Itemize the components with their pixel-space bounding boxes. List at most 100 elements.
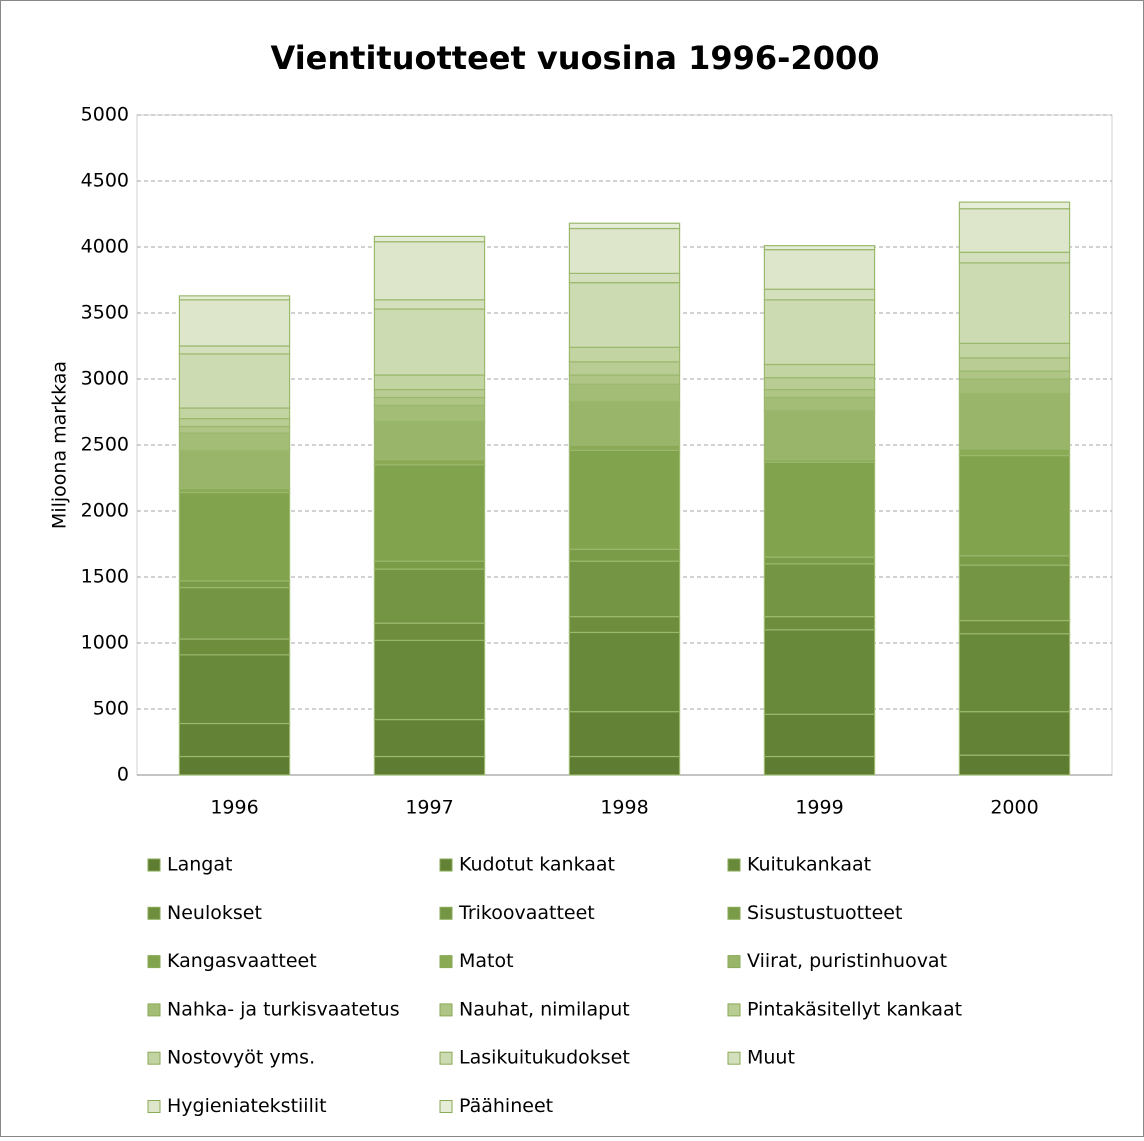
bar-segment	[568, 383, 681, 403]
legend-swatch	[439, 1003, 453, 1017]
bar-segment	[958, 357, 1071, 372]
bar-segment	[958, 633, 1071, 713]
bar-segment	[568, 755, 681, 776]
bar-segment	[568, 227, 681, 275]
bar-segment	[568, 272, 681, 284]
bar-segment	[373, 420, 486, 461]
bar-segment	[373, 241, 486, 301]
bar-segment	[763, 461, 876, 558]
bar-segment	[568, 222, 681, 230]
y-tick-label: 3000	[81, 368, 129, 390]
legend-label: Pintakäsitellyt kankaat	[747, 998, 962, 1020]
bar-segment	[958, 392, 1071, 450]
bar-segment	[373, 718, 486, 758]
legend-label: Trikoovaatteet	[458, 902, 595, 924]
bar-segment	[958, 370, 1071, 380]
x-tick-label: 2000	[990, 797, 1038, 819]
legend-label: Viirat, puristinhuovat	[747, 950, 947, 972]
bar-segment	[763, 410, 876, 461]
bar-segment	[568, 560, 681, 618]
x-tick-label: 1997	[405, 797, 453, 819]
bar-segment	[178, 425, 291, 434]
legend-label: Muut	[747, 1047, 795, 1069]
legend-swatch	[147, 1003, 161, 1017]
bar-segment	[178, 345, 291, 355]
bar-segment	[568, 282, 681, 348]
bar-segment	[568, 615, 681, 634]
bar-segment	[958, 555, 1071, 566]
legend-swatch	[439, 1051, 453, 1065]
y-axis-label: Miljoona markkaa	[49, 361, 71, 529]
bar-segment	[763, 299, 876, 366]
legend-swatch	[439, 955, 453, 969]
bar-segment	[763, 563, 876, 618]
bar-segment	[958, 619, 1071, 635]
legend-label: Kangasvaatteet	[167, 950, 317, 972]
bar-segment	[373, 458, 486, 466]
bar-segment	[373, 235, 486, 243]
bar-segment	[373, 560, 486, 570]
bar-segment	[763, 713, 876, 758]
bar-segment	[568, 548, 681, 562]
legend-swatch	[439, 906, 453, 920]
bar-segment	[178, 432, 291, 451]
y-tick-label: 4000	[81, 236, 129, 258]
bar-segment	[958, 754, 1071, 776]
legend-swatch	[727, 1003, 741, 1017]
bar-segment	[568, 400, 681, 446]
legend-swatch	[439, 1100, 453, 1113]
y-tick-label: 1500	[81, 566, 129, 588]
bar-segment	[958, 201, 1071, 210]
legend-label: Hygieniatekstiilit	[167, 1095, 327, 1117]
bar-segment	[763, 615, 876, 631]
bar-segment	[178, 638, 291, 656]
legend-swatch	[147, 1100, 161, 1113]
y-tick-label: 1000	[81, 632, 129, 654]
bar-segment	[958, 262, 1071, 344]
bar-segment	[568, 711, 681, 758]
x-tick-label: 1996	[210, 797, 258, 819]
bar-segment	[178, 353, 291, 409]
bar-segment	[763, 388, 876, 399]
bar-segment	[178, 586, 291, 640]
bar-segment	[763, 288, 876, 301]
bar-segment	[373, 308, 486, 376]
bar-segment	[373, 755, 486, 776]
bar-segment	[373, 464, 486, 562]
x-tick-label: 1999	[795, 797, 843, 819]
bar-segment	[178, 722, 291, 758]
bar-segment	[178, 491, 291, 582]
legend-swatch	[727, 858, 741, 872]
bar-segment	[763, 556, 876, 565]
bar-segment	[568, 374, 681, 385]
bar-segment	[763, 249, 876, 290]
bar-segment	[763, 629, 876, 715]
legend-swatch	[439, 858, 453, 872]
bar-segment	[958, 711, 1071, 756]
legend-label: Neulokset	[167, 902, 262, 924]
bar-segment	[958, 342, 1071, 359]
legend-swatch	[147, 955, 161, 969]
legend-swatch	[147, 906, 161, 920]
x-tick-label: 1998	[600, 797, 648, 819]
bar-segment	[763, 377, 876, 391]
legend-swatch	[147, 858, 161, 872]
legend-label: Kuitukankaat	[747, 854, 871, 876]
bar-segment	[568, 631, 681, 713]
bar-segment	[178, 407, 291, 420]
bar-segment	[373, 568, 486, 624]
legend-label: Nauhat, nimilaput	[459, 998, 630, 1020]
bar-segment	[958, 378, 1071, 395]
bar-segment	[958, 251, 1071, 264]
legend-label: Lasikuitukudokset	[459, 1047, 630, 1069]
y-tick-label: 2500	[81, 434, 129, 456]
legend-label: Kudotut kankaat	[459, 854, 615, 876]
legend-label: Nostovyöt yms.	[167, 1047, 315, 1069]
bar-segment	[763, 396, 876, 412]
bar-segment	[373, 404, 486, 422]
legend-label: Päähineet	[459, 1095, 553, 1117]
bar-segment	[373, 374, 486, 391]
bar-segment	[568, 449, 681, 550]
bar-segment	[568, 361, 681, 376]
bar-segment	[373, 622, 486, 641]
